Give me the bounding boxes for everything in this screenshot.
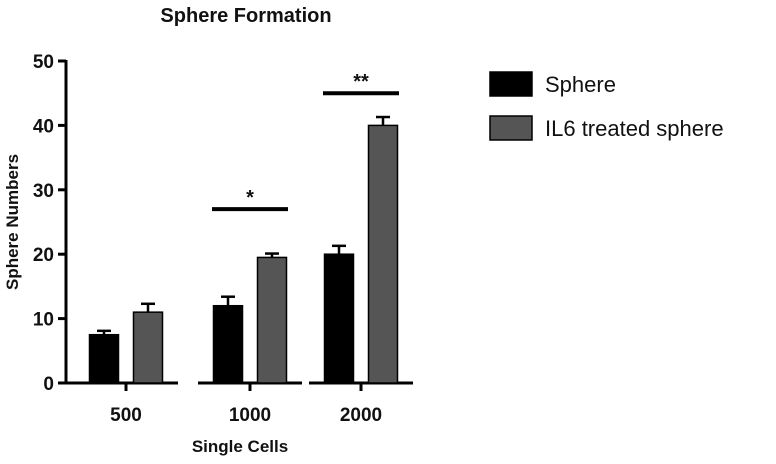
legend-swatch [489, 115, 533, 141]
legend: Sphere IL6 treated sphere [489, 71, 724, 141]
y-tick-label: 50 [33, 52, 54, 73]
x-axis-label: Single Cells [192, 437, 288, 456]
chart-title: Sphere Formation [160, 5, 331, 27]
bar [132, 311, 164, 384]
legend-label: IL6 treated sphere [545, 116, 724, 141]
bar [367, 124, 399, 384]
y-tick-label: 40 [33, 116, 54, 137]
bar [212, 304, 244, 384]
y-tick-label: 10 [33, 310, 54, 331]
bar [88, 333, 120, 384]
significance-label: ** [353, 71, 369, 93]
x-tick-label: 2000 [340, 405, 382, 426]
y-tick-label: 0 [43, 374, 54, 395]
legend-swatch [489, 71, 533, 97]
x-tick-label: 1000 [229, 405, 271, 426]
legend-label: Sphere [545, 72, 616, 97]
bar [323, 253, 355, 384]
x-tick-label: 500 [110, 405, 142, 426]
bar [256, 256, 288, 384]
y-tick-label: 30 [33, 181, 54, 202]
y-axis-label: Sphere Numbers [3, 154, 22, 290]
y-tick-label: 20 [33, 245, 54, 266]
significance-label: * [246, 187, 254, 209]
